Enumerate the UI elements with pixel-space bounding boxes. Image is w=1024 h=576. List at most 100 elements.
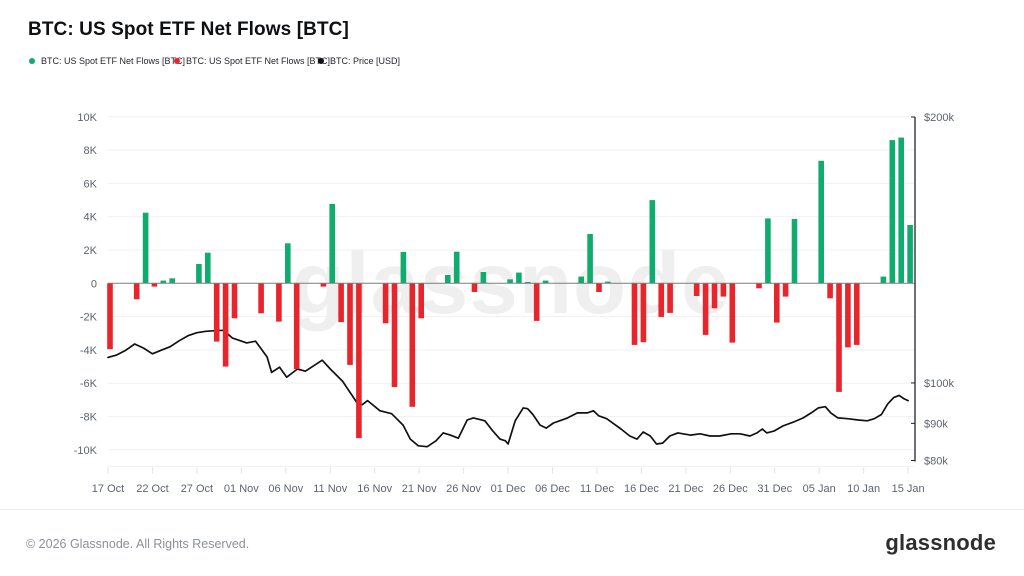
flow-bar: [827, 283, 833, 299]
flow-bar: [133, 283, 140, 300]
flow-bar: [471, 283, 478, 292]
page-title: BTC: US Spot ETF Net Flows [BTC]: [28, 19, 349, 40]
green-dot-icon: [29, 58, 35, 64]
legend-label: BTC: US Spot ETF Net Flows [BTC]: [41, 56, 186, 66]
x-axis-tick-label: 16 Dec: [624, 483, 659, 495]
chart-plot-area[interactable]: [108, 117, 915, 467]
copyright-text: © 2026 Glassnode. All Rights Reserved.: [26, 537, 250, 551]
red-dot-icon: [174, 58, 180, 64]
flow-bar: [711, 283, 718, 309]
right-axis-tick-label: $80k: [924, 456, 948, 468]
left-axis-tick-label: 2K: [84, 245, 98, 257]
flow-bar: [400, 252, 407, 284]
flow-bar: [898, 137, 904, 284]
flow-bar: [658, 283, 664, 317]
flow-bar: [160, 280, 167, 284]
x-axis-tick-label: 15 Jan: [892, 483, 925, 495]
flow-bar: [276, 283, 282, 322]
flow-bar: [542, 280, 549, 284]
flow-bar: [231, 283, 238, 319]
netflow-bars: [107, 137, 913, 439]
flow-bar: [382, 283, 389, 324]
x-axis-tick-label: 22 Oct: [136, 483, 168, 495]
flow-bar: [516, 272, 522, 284]
flow-bar: [347, 283, 353, 365]
legend-item-netflows-green[interactable]: BTC: US Spot ETF Net Flows [BTC]: [29, 56, 185, 66]
x-axis-tick-label: 01 Nov: [224, 483, 259, 495]
flow-bar: [356, 283, 362, 439]
left-axis-tick-label: -10K: [74, 445, 98, 457]
x-axis-tick-label: 27 Oct: [181, 483, 213, 495]
flow-bar: [587, 234, 593, 284]
flow-bar: [818, 160, 824, 284]
flow-bar: [533, 283, 540, 321]
flow-bar: [774, 283, 780, 323]
flow-bar: [729, 283, 736, 343]
x-axis-tick-label: 17 Oct: [92, 483, 124, 495]
x-axis-tick-label: 11 Nov: [313, 483, 348, 495]
flow-bar: [338, 283, 344, 323]
left-axis-tick-label: 10K: [77, 112, 97, 124]
left-axis-tick-label: 8K: [84, 145, 98, 157]
flow-bar: [720, 283, 727, 297]
x-axis-tick-label: 21 Nov: [402, 483, 437, 495]
x-axis-tick-label: 21 Dec: [668, 483, 703, 495]
flow-bar: [151, 283, 158, 287]
flow-bar: [391, 283, 398, 387]
x-axis-tick-label: 31 Dec: [757, 483, 792, 495]
flow-bar: [418, 283, 424, 319]
x-axis-tick-label: 26 Nov: [446, 483, 481, 495]
legend-item-price[interactable]: BTC: Price [USD]: [318, 56, 400, 66]
flow-bar: [213, 283, 220, 342]
right-axis-tick-label: $200k: [924, 112, 954, 124]
flow-bar: [649, 200, 656, 284]
flow-bar: [329, 203, 335, 284]
flow-bar: [205, 252, 211, 284]
left-axis-tick-label: -6K: [80, 378, 98, 390]
left-axis-tick-label: 6K: [84, 178, 98, 190]
flow-bar: [409, 283, 416, 407]
x-axis-tick-label: 01 Dec: [491, 483, 526, 495]
x-axis-tick-label: 05 Jan: [803, 483, 836, 495]
flow-bar: [320, 283, 327, 287]
flow-bar: [702, 283, 709, 335]
flow-bar: [107, 283, 113, 350]
flow-bar: [854, 283, 860, 345]
black-dot-icon: [318, 58, 324, 64]
legend-item-netflows-red[interactable]: BTC: US Spot ETF Net Flows [BTC]: [174, 56, 330, 66]
left-axis-tick-label: -2K: [80, 312, 98, 324]
flow-bar: [258, 283, 264, 314]
left-axis-tick-label: 4K: [84, 212, 98, 224]
flow-bar: [453, 251, 460, 284]
flow-bar: [836, 283, 842, 392]
flow-bar: [480, 272, 487, 284]
right-axis-tick-label: $90k: [924, 418, 948, 430]
legend-label: BTC: US Spot ETF Net Flows [BTC]: [186, 56, 331, 66]
left-axis-tick-label: -8K: [80, 412, 98, 424]
flow-bar: [782, 283, 789, 297]
x-axis-labels: 17 Oct 22 Oct 27 Oct 01 Nov 06 Nov 11 Nov 16 N…: [92, 467, 925, 495]
flow-bar: [791, 219, 798, 284]
flow-bar: [693, 283, 700, 296]
x-axis-tick-label: 06 Dec: [535, 483, 570, 495]
x-axis-tick-label: 06 Nov: [268, 483, 303, 495]
flow-bar: [667, 283, 673, 313]
flow-bar: [293, 283, 300, 369]
flow-bar: [845, 283, 851, 348]
flow-bar: [605, 281, 611, 284]
price-line: [107, 329, 909, 448]
flow-bar: [596, 283, 602, 292]
flow-bar: [756, 283, 762, 289]
left-axis-labels: 10K 8K 6K 4K 2K 0 -2K -4K -6K -8K -10K: [74, 112, 98, 457]
right-axis-tick-label: $100k: [924, 378, 954, 390]
flow-bar: [507, 279, 513, 284]
gridlines: [108, 116, 915, 467]
flow-bar: [142, 212, 149, 284]
x-axis-tick-label: 11 Dec: [580, 483, 615, 495]
flow-bar: [765, 218, 771, 284]
left-axis-tick-label: 0: [91, 278, 97, 290]
flow-bar: [222, 283, 229, 367]
flow-bar: [907, 225, 913, 284]
